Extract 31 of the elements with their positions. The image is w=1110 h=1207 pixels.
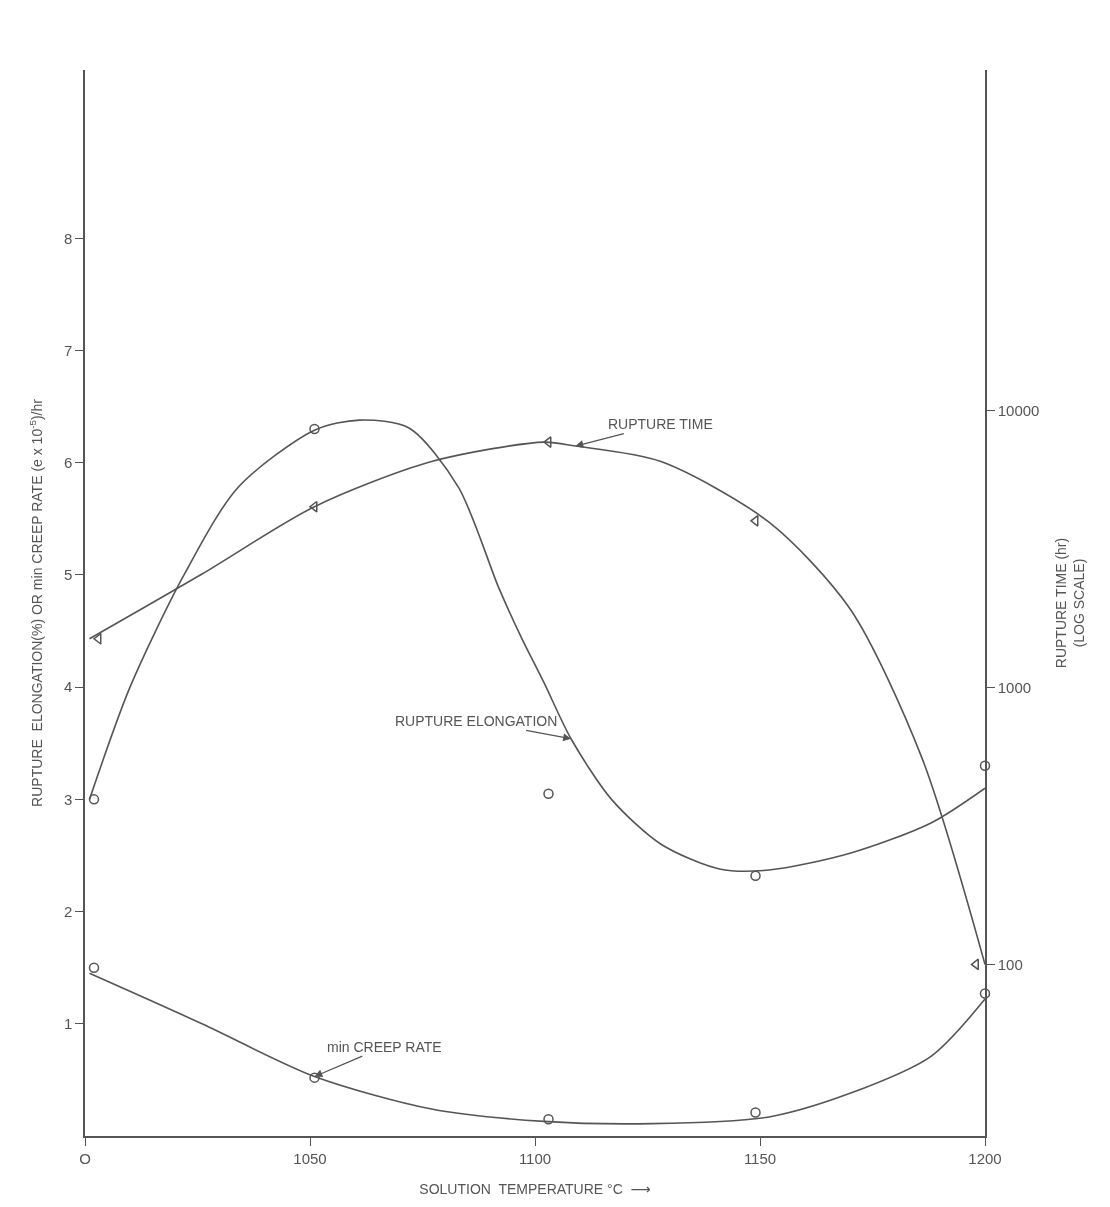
- x-tick-label: 1200: [968, 1149, 1002, 1167]
- y-tick-label: 7: [63, 341, 73, 359]
- y2-axis-title: RUPTURE TIME (hr) (LOG SCALE): [1053, 537, 1088, 669]
- point: [543, 1113, 554, 1125]
- x-tick-label: 1150: [743, 1149, 777, 1167]
- x-tick-label: 1050: [293, 1149, 327, 1167]
- series-label: RUPTURE ELONGATION: [395, 713, 558, 729]
- y-tick-label: 5: [63, 566, 73, 584]
- point: [750, 870, 761, 881]
- x-tick-label: O: [79, 1149, 91, 1167]
- y-tick-label: 3: [63, 790, 73, 808]
- y-tick-label: 2: [63, 902, 73, 920]
- point: [979, 760, 991, 771]
- x-tick-label: 1100: [518, 1149, 552, 1167]
- x-axis-title: SOLUTION TEMPERATURE °C ⟶: [419, 1180, 651, 1197]
- point: [750, 1107, 761, 1118]
- point: [979, 988, 991, 999]
- series-label: min CREEP RATE: [327, 1039, 442, 1055]
- y2-tick-label: 10000: [997, 401, 1040, 419]
- y-tick-label: 8: [63, 229, 73, 247]
- point: [543, 788, 554, 800]
- y-tick-label: 4: [63, 678, 73, 696]
- series-label: RUPTURE TIME: [608, 416, 713, 432]
- point: [309, 423, 320, 435]
- y2-tick-label: 1000: [997, 678, 1032, 696]
- y-tick-label: 1: [63, 1015, 73, 1033]
- y2-tick-label: 100: [997, 955, 1023, 973]
- point: [88, 794, 100, 805]
- point: [88, 962, 100, 973]
- point: [309, 1072, 320, 1083]
- y-tick-label: 6: [63, 453, 73, 471]
